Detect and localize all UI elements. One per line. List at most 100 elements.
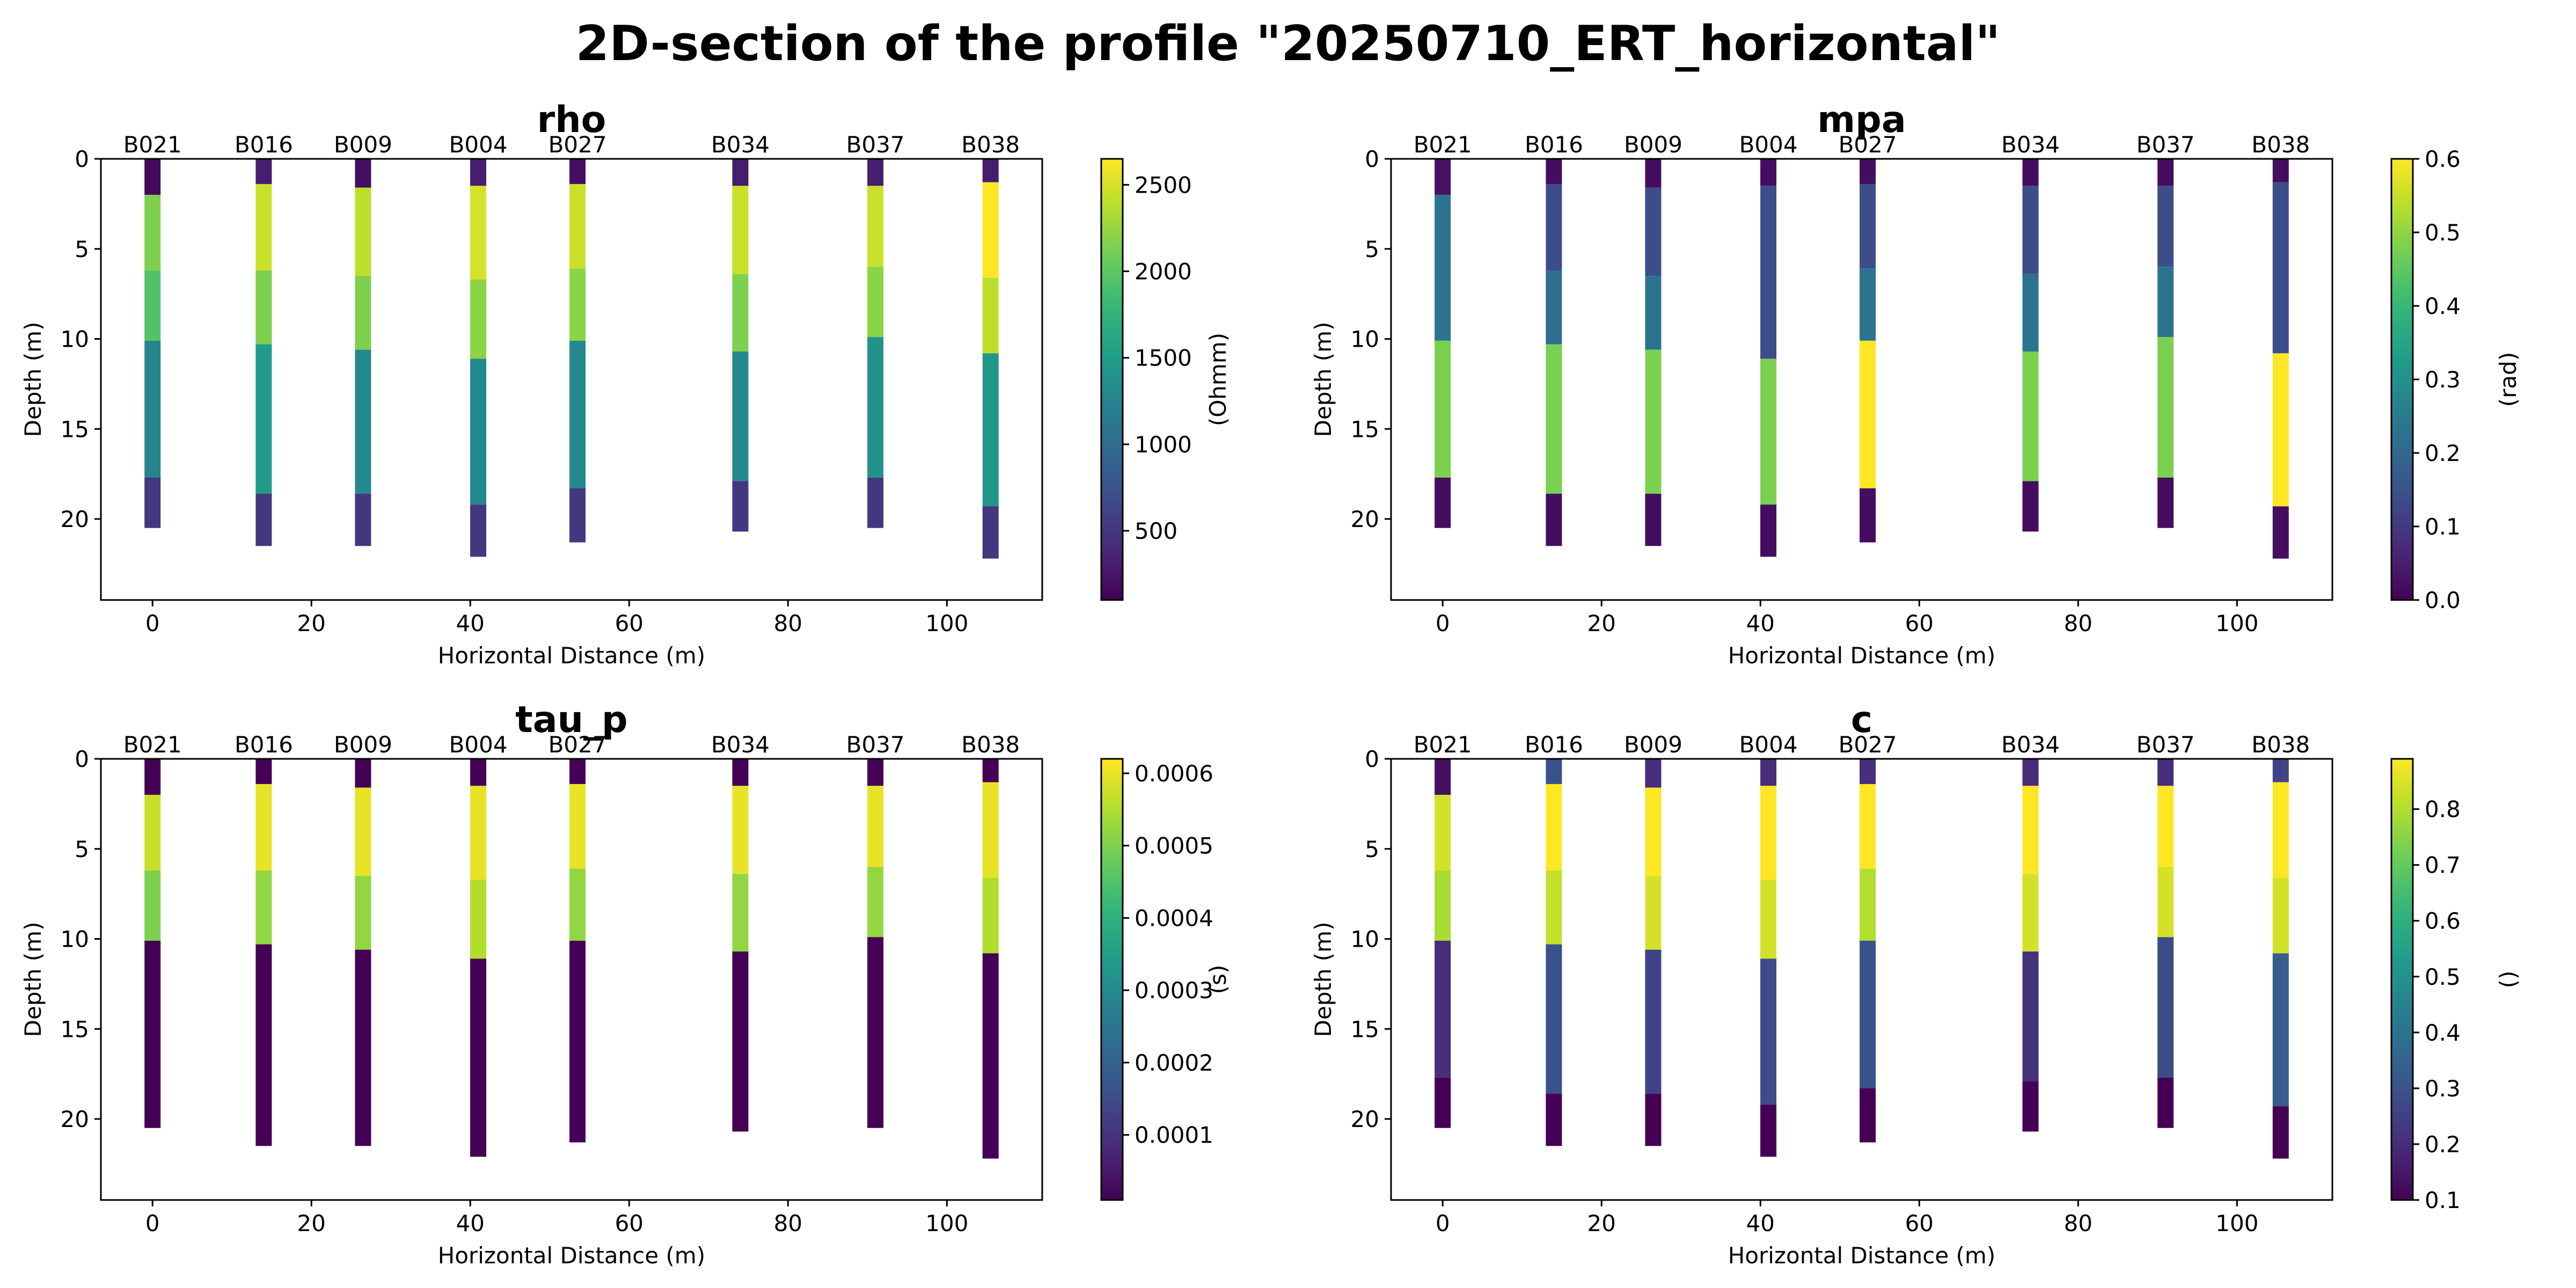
layer-cell — [569, 268, 586, 341]
layer-cell — [867, 267, 884, 338]
panel-tau_p: tau_p B021 B016 B009 B004 B027 B034 B037 B038 0 20… — [20, 699, 1231, 1269]
x-tick-label: 100 — [2215, 1210, 2258, 1236]
layer-cell — [470, 186, 487, 280]
x-tick-label: 0 — [1436, 1210, 1450, 1236]
layer-cell — [255, 270, 272, 345]
layer-cell — [732, 786, 749, 874]
y-tick-label: 10 — [61, 326, 89, 353]
y-tick-label: 0 — [75, 746, 89, 772]
well-B034 — [2022, 759, 2039, 1132]
x-tick-label: 100 — [2215, 610, 2258, 636]
layer-cell — [1860, 759, 1876, 784]
x-tick-label: 100 — [925, 1210, 968, 1236]
layer-cell — [2022, 351, 2039, 481]
layer-cell — [1546, 270, 1562, 345]
colorbar-tick-label: 0.5 — [2425, 964, 2461, 990]
layer-cell — [2272, 782, 2289, 878]
x-tick-label: 20 — [297, 610, 326, 636]
layer-cell — [2272, 953, 2289, 1107]
well-label: B009 — [1624, 731, 1682, 758]
plot-frame — [1390, 158, 2333, 601]
plot-frame — [100, 158, 1043, 601]
x-tick-label: 0 — [145, 610, 160, 636]
well-B037 — [867, 159, 884, 528]
layer-cell — [255, 784, 272, 871]
x-tick-label: 0 — [1436, 610, 1450, 636]
layer-cell — [355, 159, 371, 188]
colorbar-tick-label: 0.1 — [2425, 1187, 2461, 1213]
layer-cell — [1760, 958, 1777, 1105]
layer-cell — [2022, 274, 2039, 352]
layer-cell — [982, 159, 999, 182]
y-axis-label: Depth (m) — [20, 922, 46, 1037]
y-tick-label: 10 — [1351, 926, 1379, 953]
well-label: B004 — [1739, 731, 1798, 758]
layer-cell — [255, 759, 272, 784]
y-tick-label: 10 — [61, 926, 89, 953]
layer-cell — [2272, 159, 2289, 182]
layer-cell — [1860, 159, 1876, 184]
layer-cell — [1860, 868, 1876, 941]
colorbar-tick-label: 0.1 — [2425, 514, 2461, 540]
layer-cell — [1760, 759, 1777, 786]
layer-cell — [470, 279, 487, 359]
layer-cell — [144, 940, 161, 1128]
layer-cell — [1435, 340, 1451, 478]
layer-cell — [144, 759, 161, 795]
panel-title: rho — [537, 99, 606, 141]
layer-cell — [569, 784, 586, 869]
x-tick-label: 60 — [1905, 1210, 1934, 1236]
layer-cell — [867, 867, 884, 938]
well-B009 — [355, 759, 371, 1146]
layer-cell — [470, 759, 487, 786]
layer-cell — [2022, 481, 2039, 532]
layer-cell — [1645, 494, 1662, 546]
y-tick-label: 15 — [1351, 1016, 1379, 1042]
layer-cell — [1435, 477, 1451, 528]
well-label: B016 — [235, 131, 293, 158]
x-tick-label: 40 — [456, 1210, 485, 1236]
y-tick-label: 20 — [1351, 506, 1379, 532]
colorbar-tick-label: 0.2 — [2425, 1131, 2461, 1158]
layer-cell — [982, 182, 999, 278]
layer-cell — [2272, 506, 2289, 559]
well-label: B037 — [2136, 131, 2195, 158]
well-B038 — [2272, 759, 2289, 1159]
well-B004 — [470, 159, 487, 557]
layer-cell — [732, 186, 749, 274]
x-tick-label: 60 — [615, 1210, 643, 1236]
layer-cell — [1435, 795, 1451, 871]
well-B009 — [1645, 159, 1662, 546]
well-B038 — [982, 159, 999, 559]
well-label: B027 — [548, 731, 607, 758]
layer-cell — [732, 874, 749, 952]
colorbar-tick-label: 0.0 — [2425, 587, 2461, 613]
layer-cell — [144, 340, 161, 478]
colorbar-tick-label: 0.4 — [2425, 1020, 2461, 1046]
well-B038 — [2272, 159, 2289, 559]
well-B004 — [470, 759, 487, 1157]
layer-cell — [2272, 353, 2289, 507]
y-tick-label: 20 — [61, 1106, 89, 1132]
layer-cell — [1860, 1088, 1876, 1143]
panel-title: tau_p — [515, 699, 627, 741]
layer-cell — [1435, 159, 1451, 195]
well-label: B038 — [2251, 131, 2310, 158]
layer-cell — [1435, 195, 1451, 341]
layer-cell — [1645, 876, 1662, 950]
layer-cell — [1860, 784, 1876, 869]
layer-cell — [1645, 949, 1662, 1094]
colorbar-tick-label: 0.4 — [2425, 293, 2461, 319]
x-axis-label: Horizontal Distance (m) — [1728, 642, 1995, 669]
x-tick-label: 40 — [1746, 610, 1775, 636]
colorbar-tick-label: 1000 — [1135, 431, 1192, 458]
layer-cell — [982, 782, 999, 878]
layer-cell — [1546, 870, 1562, 945]
layer-cell — [1760, 358, 1777, 505]
layer-cell — [2157, 759, 2174, 786]
layer-cell — [2272, 877, 2289, 954]
y-tick-label: 5 — [1365, 236, 1379, 262]
layer-cell — [1435, 759, 1451, 795]
y-axis-label: Depth (m) — [1310, 922, 1336, 1037]
